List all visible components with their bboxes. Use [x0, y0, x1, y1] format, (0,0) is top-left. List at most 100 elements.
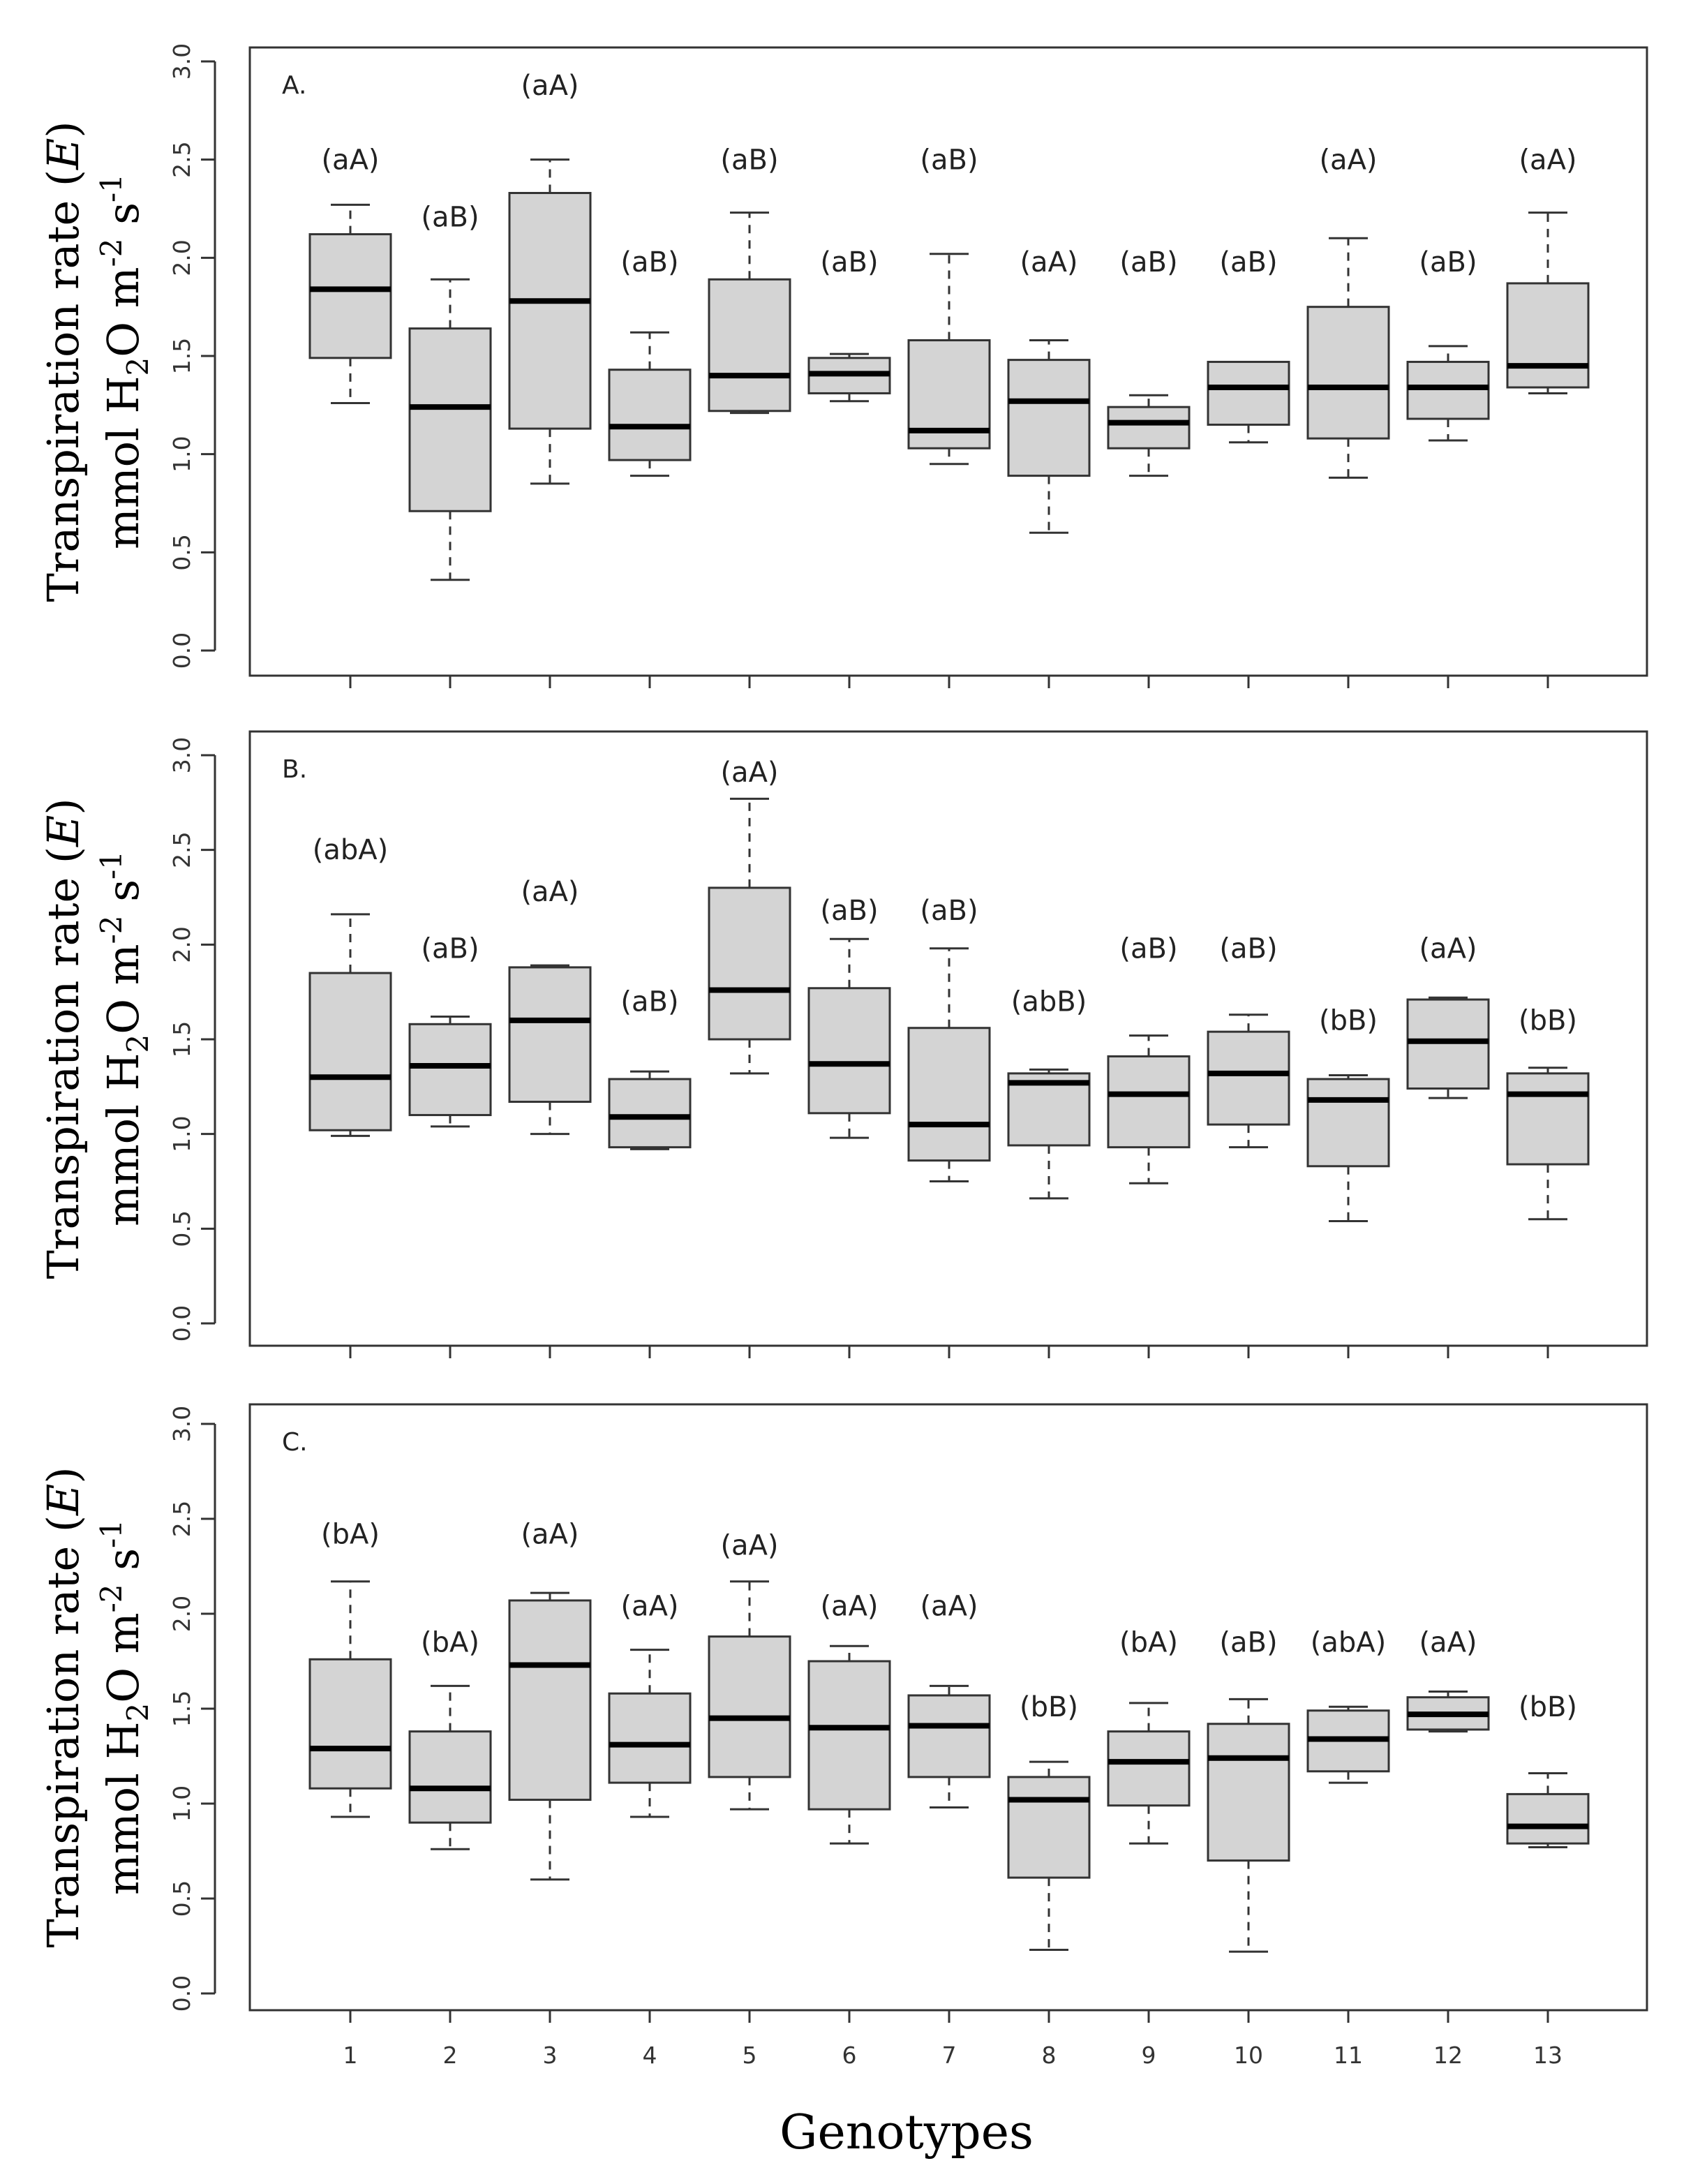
- iqr-box: [408, 1730, 492, 1824]
- iqr-box: [1406, 998, 1490, 1090]
- significance-label: (aB): [1219, 1626, 1277, 1658]
- box-genotype-1: (aA): [308, 144, 392, 405]
- panel-c: C. 0.0 0.5 1.0 1.5 2.0 2.5 3.0 Transpiration rat…: [38, 1403, 1648, 2160]
- y-tick-label: 3.0: [168, 43, 195, 80]
- box-genotype-1: (bA): [308, 1518, 392, 1818]
- significance-label: (aA): [521, 876, 579, 908]
- x-tick-label: 8: [1042, 2042, 1057, 2069]
- box-genotype-2: (aB): [408, 201, 492, 581]
- x-tick-label: 7: [942, 2042, 957, 2069]
- iqr-box: [1406, 360, 1490, 420]
- iqr-box: [1007, 359, 1091, 477]
- significance-label: (aA): [720, 757, 778, 789]
- iqr-box: [1107, 406, 1191, 450]
- iqr-box: [1107, 1055, 1191, 1149]
- x-tick-label: 2: [443, 2042, 458, 2069]
- y-tick-label: 2.5: [168, 1501, 195, 1537]
- significance-label: (aA): [720, 1530, 778, 1562]
- significance-label: (aA): [1519, 144, 1576, 177]
- x-tick-label: 10: [1234, 2042, 1263, 2069]
- significance-label: (aA): [820, 1591, 878, 1623]
- box-genotype-4: (aA): [608, 1591, 692, 1818]
- iqr-box: [708, 278, 791, 413]
- iqr-box: [608, 1078, 692, 1149]
- box-genotype-13: (bB): [1506, 1004, 1590, 1221]
- panel-label: A.: [282, 71, 306, 100]
- significance-label: (aA): [1020, 246, 1078, 278]
- y-tick-label: 0.0: [168, 1305, 195, 1342]
- significance-label: (aB): [920, 895, 978, 927]
- y-axis-title-line1: Transpiration rate (E): [38, 121, 89, 602]
- box-genotype-11: (aA): [1306, 144, 1390, 479]
- y-tick-label: 0.0: [168, 1975, 195, 2012]
- iqr-box: [708, 1635, 791, 1778]
- box-genotype-13: (aA): [1506, 144, 1590, 394]
- iqr-box: [807, 1660, 891, 1811]
- significance-label: (aB): [920, 144, 978, 177]
- significance-label: (aB): [1219, 933, 1277, 965]
- x-tick-label: 13: [1533, 2042, 1563, 2069]
- significance-label: (bB): [1319, 1004, 1378, 1037]
- significance-label: (aB): [820, 246, 878, 278]
- iqr-box: [1506, 282, 1590, 389]
- x-tick-label: 11: [1334, 2042, 1363, 2069]
- significance-label: (aB): [720, 144, 778, 177]
- iqr-box: [1207, 1030, 1290, 1126]
- significance-label: (aB): [1119, 246, 1177, 278]
- iqr-box: [408, 1023, 492, 1117]
- box-genotype-3: (aA): [508, 70, 592, 485]
- y-axis-title-line1: Transpiration rate (E): [38, 1466, 89, 1947]
- iqr-box: [408, 327, 492, 512]
- box-genotype-7: (aB): [907, 144, 991, 466]
- y-tick-label: 3.0: [168, 737, 195, 773]
- box-genotype-5: (aA): [708, 757, 791, 1075]
- box-genotype-5: (aA): [708, 1530, 791, 1811]
- significance-label: (aB): [620, 246, 678, 278]
- box-genotype-10: (aB): [1207, 246, 1290, 444]
- significance-label: (bB): [1020, 1691, 1078, 1723]
- significance-label: (aA): [321, 144, 379, 177]
- box-genotype-1: (abA): [308, 834, 392, 1137]
- box-genotype-12: (aA): [1406, 1626, 1490, 1733]
- iqr-box: [807, 987, 891, 1115]
- y-axis-title-line2: mmol H2O m-2 s-1: [94, 174, 155, 549]
- significance-label: (aA): [1419, 1626, 1477, 1658]
- y-tick-label: 0.5: [168, 1880, 195, 1917]
- significance-label: (aB): [421, 933, 479, 965]
- significance-label: (bB): [1519, 1691, 1577, 1723]
- iqr-box: [308, 972, 392, 1131]
- significance-label: (aA): [521, 70, 579, 102]
- y-tick-label: 0.5: [168, 1210, 195, 1247]
- y-axis-title-line2: mmol H2O m-2 s-1: [94, 1520, 155, 1895]
- box-genotype-12: (aA): [1406, 933, 1490, 1099]
- iqr-box: [508, 966, 592, 1104]
- box-genotype-13: (bB): [1506, 1691, 1590, 1849]
- box-genotype-10: (aB): [1207, 933, 1290, 1149]
- iqr-box: [608, 369, 692, 461]
- x-tick-label: 9: [1142, 2042, 1156, 2069]
- box-genotype-4: (aB): [608, 986, 692, 1150]
- iqr-box: [907, 1694, 991, 1778]
- x-axis-title: Genotypes: [780, 2105, 1034, 2160]
- x-tick-label: 12: [1433, 2042, 1463, 2069]
- significance-label: (abA): [1311, 1626, 1386, 1658]
- box-genotype-6: (aB): [807, 246, 891, 403]
- significance-label: (aB): [1419, 246, 1477, 278]
- x-tick-label: 5: [743, 2042, 757, 2069]
- box-genotype-5: (aB): [708, 144, 791, 415]
- box-genotype-8: (aA): [1007, 246, 1091, 534]
- y-tick-label: 1.5: [168, 338, 195, 374]
- significance-label: (bA): [321, 1518, 380, 1550]
- iqr-box: [1306, 306, 1390, 440]
- iqr-box: [1207, 360, 1290, 426]
- iqr-box: [1506, 1792, 1590, 1845]
- y-tick-label: 0.0: [168, 632, 195, 669]
- box-genotype-11: (bB): [1306, 1004, 1390, 1222]
- y-tick-label: 1.0: [168, 1785, 195, 1822]
- y-tick-label: 2.0: [168, 1596, 195, 1632]
- iqr-box: [1207, 1723, 1290, 1862]
- iqr-box: [608, 1692, 692, 1784]
- iqr-box: [1107, 1730, 1191, 1807]
- box-genotype-9: (aB): [1107, 246, 1191, 477]
